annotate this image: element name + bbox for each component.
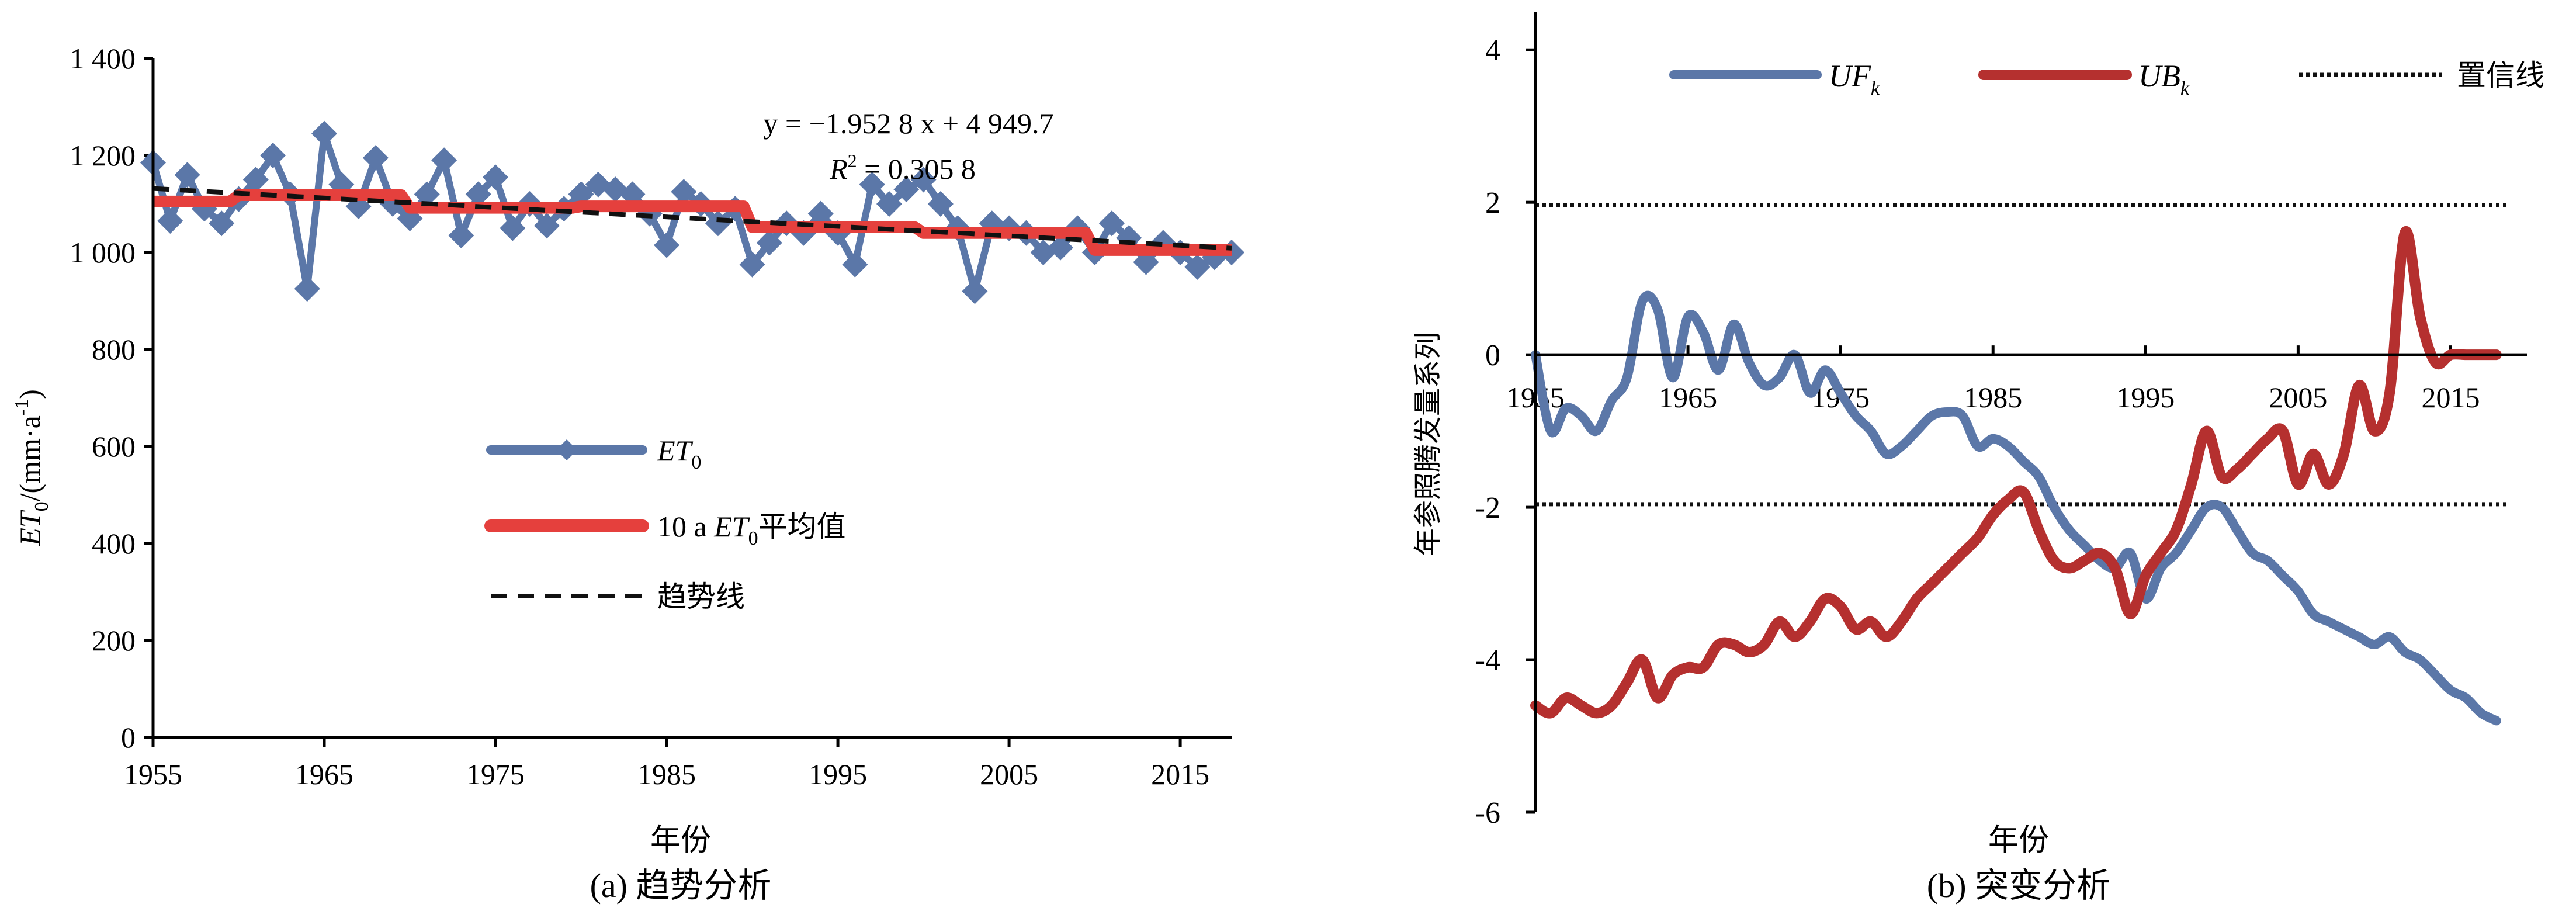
- legend-label-10a-mean: 10 a ET0平均值: [657, 510, 846, 549]
- y-tick-label: 600: [92, 430, 136, 463]
- et0-data-point: [910, 167, 937, 193]
- et0-data-point: [414, 181, 440, 207]
- legend-label-et0: ET0: [657, 434, 701, 473]
- et0-data-point: [927, 191, 954, 217]
- panel-a-ticks: 0 200 400 600 800 1 000 1 200 1 400 1955 1965 1975…: [70, 42, 1210, 791]
- et0-data-point: [157, 208, 183, 234]
- panel-b-caption: (b) 突变分析: [1927, 867, 2110, 905]
- et0-data-point: [533, 213, 560, 239]
- et0-data-point: [242, 167, 269, 193]
- et0-data-point: [756, 230, 782, 256]
- y-tick-label: 400: [92, 527, 136, 560]
- panel-a-series: [140, 120, 1244, 304]
- y-tick-label: 0: [121, 721, 136, 754]
- panel-b-series: [1530, 226, 2502, 726]
- et0-data-point: [705, 210, 731, 237]
- y-tick-label: 800: [92, 333, 136, 366]
- legend-label-trend: 趋势线: [657, 580, 745, 614]
- panel-b-legend: UFk UBk 置信线: [1669, 58, 2544, 99]
- legend-item-et0: ET0: [486, 434, 701, 473]
- y-tick-label: 1 200: [70, 139, 136, 172]
- y-tick-label: -2: [1475, 491, 1500, 525]
- x-tick-label: 2015: [1151, 758, 1209, 791]
- x-tick-label: 2015: [2421, 381, 2480, 414]
- panel-a-caption: (a) 趋势分析: [590, 867, 772, 905]
- y-tick-label: -6: [1475, 796, 1500, 830]
- panel-a-r-squared: R2 = 0.305 8: [829, 150, 976, 185]
- et0-data-point: [465, 181, 491, 207]
- et0-data-point: [294, 276, 320, 302]
- panel-b-x-axis-label: 年份: [1988, 823, 2049, 858]
- panel-a-x-axis-label: 年份: [650, 823, 711, 858]
- x-tick-label: 1985: [637, 758, 696, 791]
- et0-data-point: [739, 251, 765, 278]
- ufk-series-line: [1531, 290, 2501, 726]
- et0-data-point: [431, 147, 457, 174]
- y-tick-label: 2: [1485, 186, 1500, 220]
- et0-data-point: [671, 179, 697, 205]
- et0-data-point: [807, 200, 834, 227]
- et0-data-point: [448, 222, 474, 248]
- y-tick-label: 0: [1485, 339, 1500, 372]
- y-tick-label: 200: [92, 624, 136, 657]
- et0-data-point: [311, 120, 338, 147]
- et0-data-point: [962, 278, 988, 304]
- legend-label-confidence: 置信线: [2457, 58, 2544, 92]
- x-tick-label: 1965: [295, 758, 353, 791]
- et0-data-point: [842, 251, 868, 278]
- et0-data-point: [174, 162, 200, 188]
- et0-data-point: [585, 171, 611, 198]
- et0-series-line: [150, 130, 1233, 295]
- et0-data-point: [859, 171, 885, 198]
- x-tick-label: 1985: [1964, 381, 2022, 414]
- x-tick-label: 1995: [2116, 381, 2175, 414]
- legend-item-trend: 趋势线: [491, 580, 745, 614]
- y-tick-label: -4: [1475, 644, 1500, 677]
- panel-a-trend-analysis: 0 200 400 600 800 1 000 1 200 1 400 1955 1965 1975…: [11, 42, 1244, 905]
- panel-a-legend: ET0 10 a ET0平均值 趋势线: [484, 434, 846, 614]
- legend-item-confidence: 置信线: [2299, 58, 2544, 92]
- legend-item-ubk: UBk: [1978, 58, 2190, 99]
- x-tick-label: 1955: [124, 758, 182, 791]
- legend-item-ufk: UFk: [1669, 58, 1880, 99]
- x-tick-label: 2005: [2269, 381, 2327, 414]
- et0-data-point: [876, 191, 902, 217]
- legend-item-10a-mean: 10 a ET0平均值: [484, 510, 846, 549]
- x-tick-label: 2005: [980, 758, 1038, 791]
- x-tick-label: 1995: [809, 758, 867, 791]
- et0-data-point: [500, 215, 526, 241]
- et0-data-point: [1184, 254, 1211, 280]
- et0-data-point: [260, 143, 286, 168]
- x-tick-label: 1975: [466, 758, 525, 791]
- legend-label-ufk: UFk: [1829, 58, 1880, 99]
- y-tick-label: 1 000: [70, 236, 136, 269]
- et0-data-point: [893, 176, 920, 203]
- x-tick-label: 1965: [1659, 381, 1717, 414]
- legend-marker-diamond: [556, 439, 577, 460]
- et0-data-point: [483, 164, 509, 190]
- panel-a-y-axis-label: ET0/(mm·a-1): [11, 389, 53, 546]
- y-tick-label: 1 400: [70, 42, 136, 75]
- et0-data-point: [1098, 210, 1125, 237]
- et0-data-point: [654, 232, 680, 258]
- panel-a-equation: y = −1.952 8 x + 4 949.7: [763, 107, 1053, 140]
- legend-label-ubk: UBk: [2138, 58, 2190, 99]
- y-tick-label: 4: [1485, 34, 1500, 67]
- panel-b-y-axis-label: 年参照腾发量系列: [1412, 332, 1444, 556]
- panel-b-confidence-lines: [1535, 203, 2509, 507]
- et0-data-point: [209, 210, 235, 237]
- ubk-series-line: [1530, 226, 2502, 719]
- trend-line: [152, 186, 1232, 251]
- et0-data-point: [362, 145, 389, 171]
